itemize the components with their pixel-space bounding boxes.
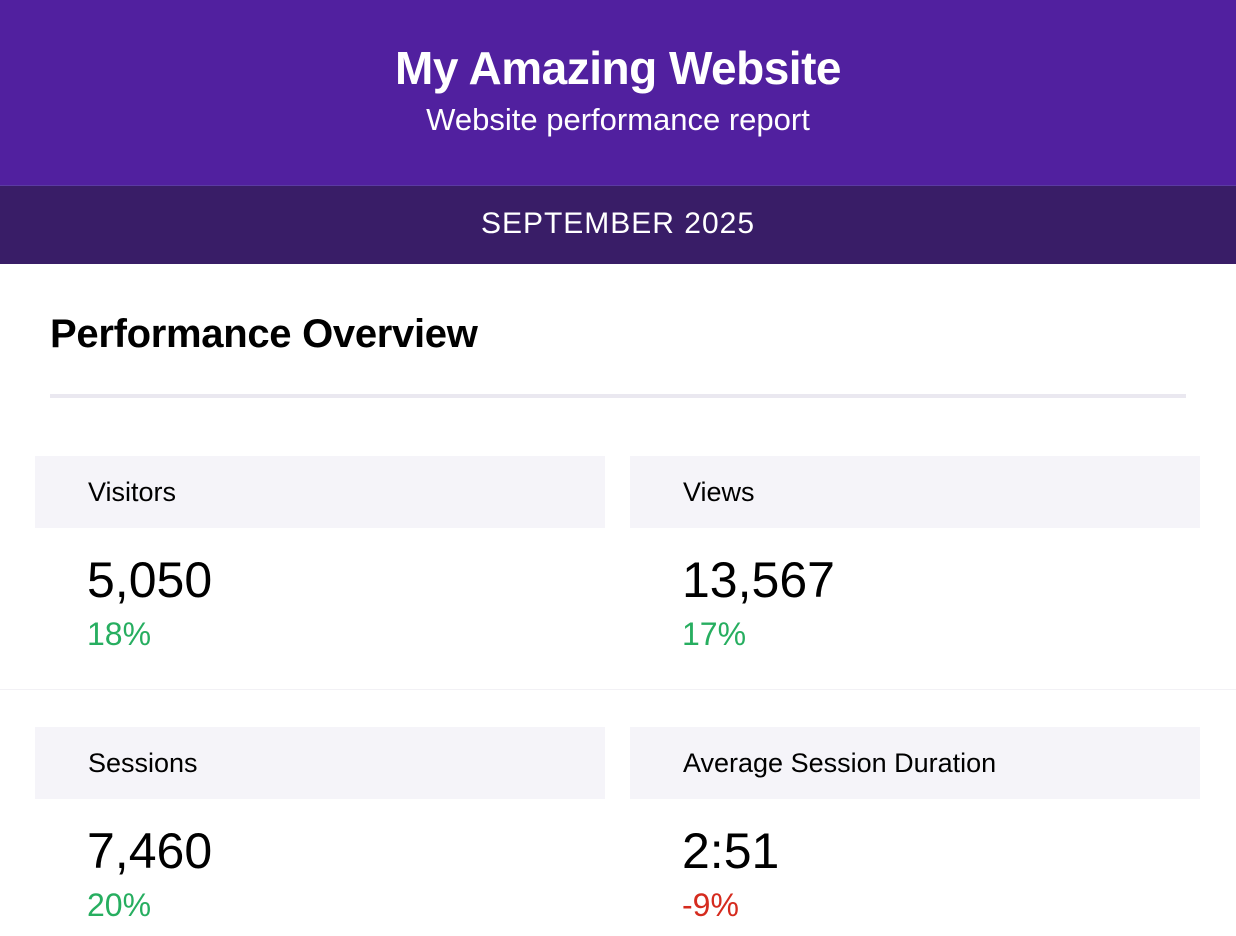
metrics-row-2: Sessions 7,460 20% Average Session Durat…	[0, 727, 1236, 925]
section-divider	[50, 394, 1186, 398]
metric-card-visitors: Visitors 5,050 18%	[35, 456, 605, 654]
metric-value: 5,050	[87, 552, 213, 608]
metric-card-avg-session-duration: Average Session Duration 2:51 -9%	[630, 727, 1200, 925]
report-subtitle: Website performance report	[426, 102, 810, 137]
metrics-row-1: Visitors 5,050 18% Views 13,567 17%	[0, 456, 1236, 690]
metric-value: 13,567	[682, 552, 835, 608]
metric-change: 17%	[682, 616, 747, 652]
metric-value: 7,460	[87, 823, 213, 879]
metric-change: -9%	[682, 887, 739, 923]
metric-change: 18%	[87, 616, 152, 652]
metric-label: Average Session Duration	[630, 727, 1200, 799]
section-title: Performance Overview	[50, 312, 478, 356]
report-period-bar: SEPTEMBER 2025	[0, 185, 1236, 264]
metric-change: 20%	[87, 887, 152, 923]
metric-value: 2:51	[682, 823, 780, 879]
report-header: My Amazing Website Website performance r…	[0, 0, 1236, 185]
metric-label: Sessions	[35, 727, 605, 799]
report-period: SEPTEMBER 2025	[480, 207, 756, 240]
site-title: My Amazing Website	[395, 42, 841, 94]
metric-label: Views	[630, 456, 1200, 528]
metric-card-sessions: Sessions 7,460 20%	[35, 727, 605, 925]
metric-label: Visitors	[35, 456, 605, 528]
metric-card-views: Views 13,567 17%	[630, 456, 1200, 654]
